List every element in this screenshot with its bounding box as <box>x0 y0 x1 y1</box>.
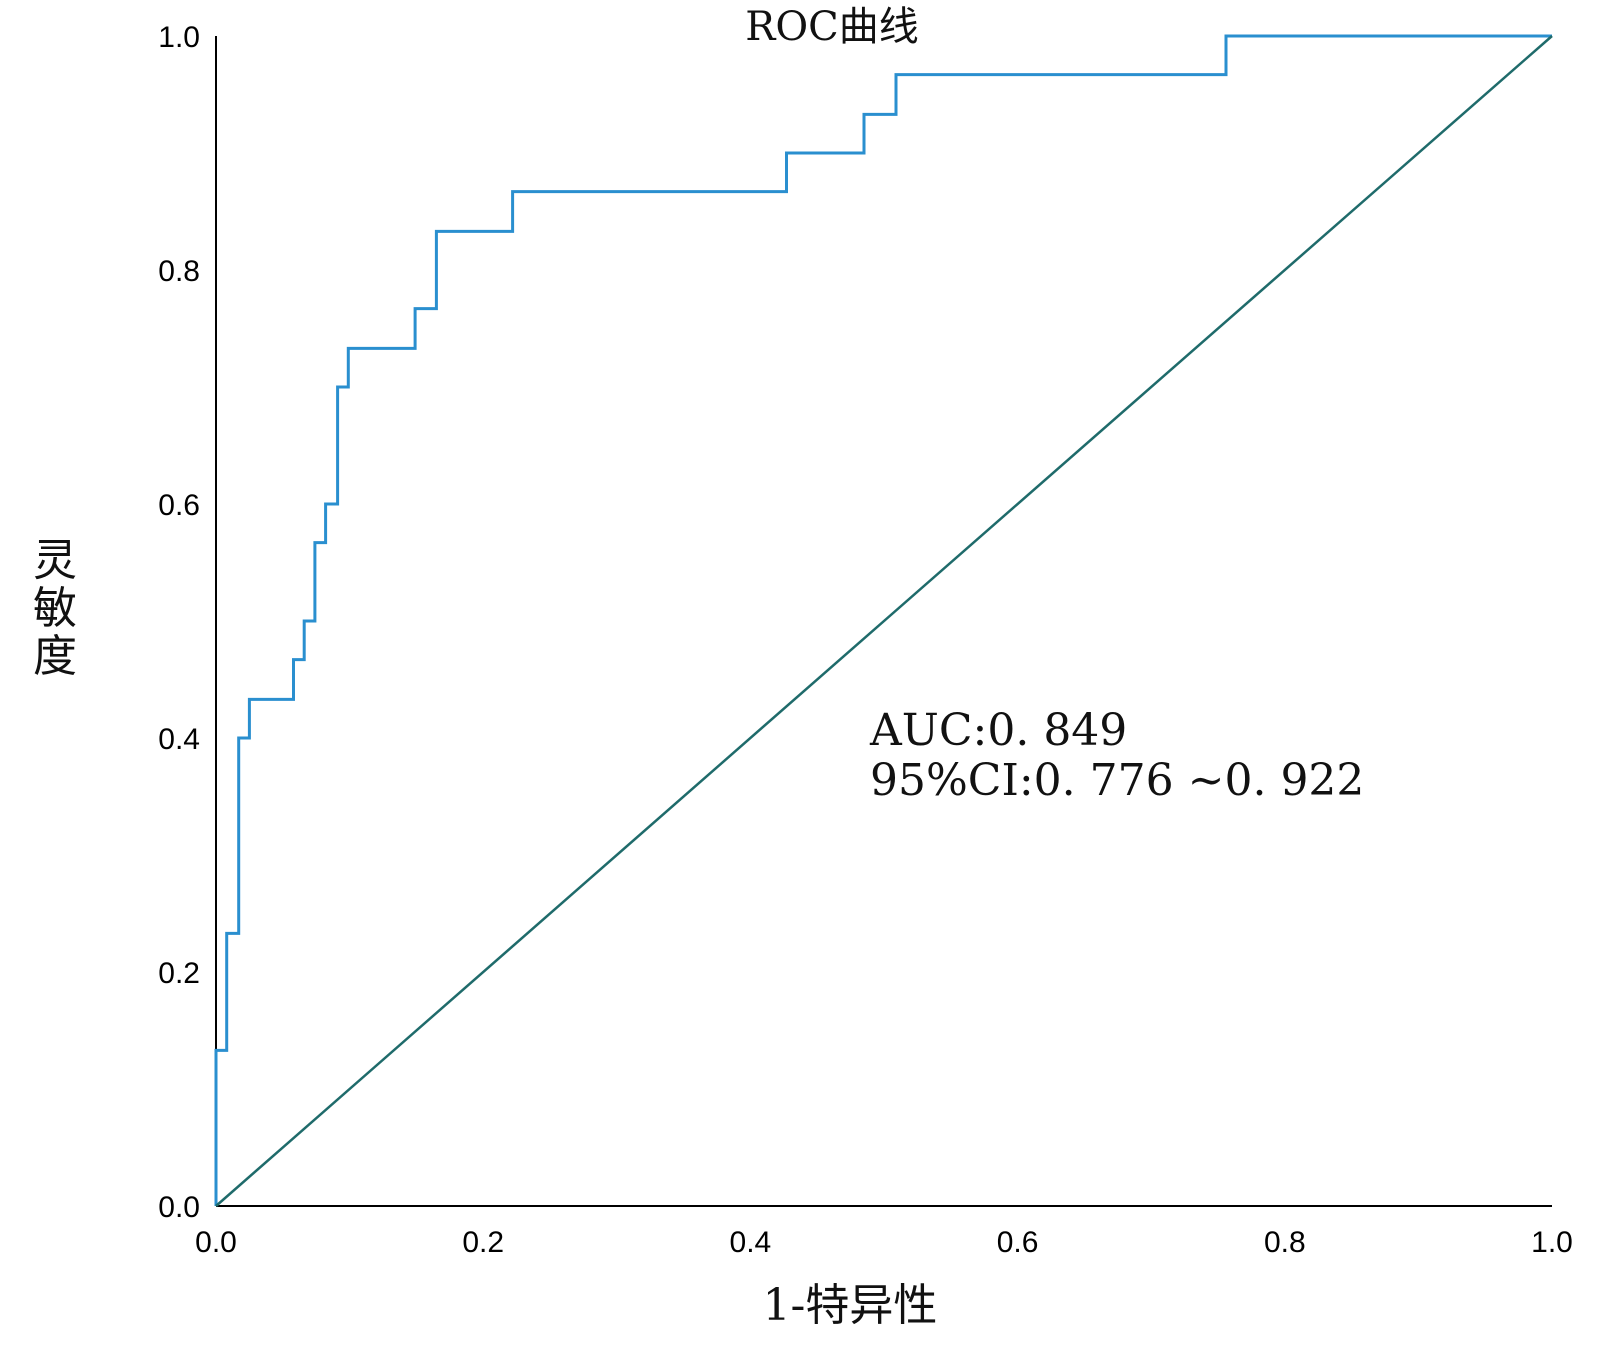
y-tick-label: 0.6 <box>158 489 200 522</box>
y-tick-label: 0.8 <box>158 255 200 288</box>
x-tick-label: 0.8 <box>1264 1226 1306 1259</box>
x-tick-label: 0.2 <box>462 1226 504 1259</box>
y-axis-label: 灵敏度 <box>33 535 77 682</box>
tick-labels: 0.0 0.2 0.4 0.6 0.8 1.0 0.0 0.2 0.4 0.6 0.8 1.0 <box>158 21 1573 1259</box>
x-axis-label: 1-特异性 <box>763 1280 938 1331</box>
x-tick-label: 0.0 <box>195 1226 237 1259</box>
chart-title: ROC曲线 <box>745 4 919 50</box>
x-tick-label: 0.4 <box>730 1226 772 1259</box>
y-tick-label: 0.4 <box>158 723 200 756</box>
series-lines <box>214 34 1553 1207</box>
x-tick-label: 0.6 <box>997 1226 1039 1259</box>
y-tick-label: 1.0 <box>158 21 200 54</box>
x-tick-label: 1.0 <box>1531 1226 1573 1259</box>
ci-annotation: 95%CI:0. 776 ~0. 922 <box>870 755 1364 806</box>
annotation-box: AUC:0. 849 95%CI:0. 776 ~0. 922 <box>869 705 1364 806</box>
axes <box>215 36 1552 1207</box>
reference-diagonal-line <box>215 35 1553 1207</box>
roc-curve <box>214 34 1552 1206</box>
y-tick-label: 0.0 <box>158 1191 200 1224</box>
auc-annotation: AUC:0. 849 <box>869 705 1127 756</box>
y-tick-label: 0.2 <box>158 957 200 990</box>
